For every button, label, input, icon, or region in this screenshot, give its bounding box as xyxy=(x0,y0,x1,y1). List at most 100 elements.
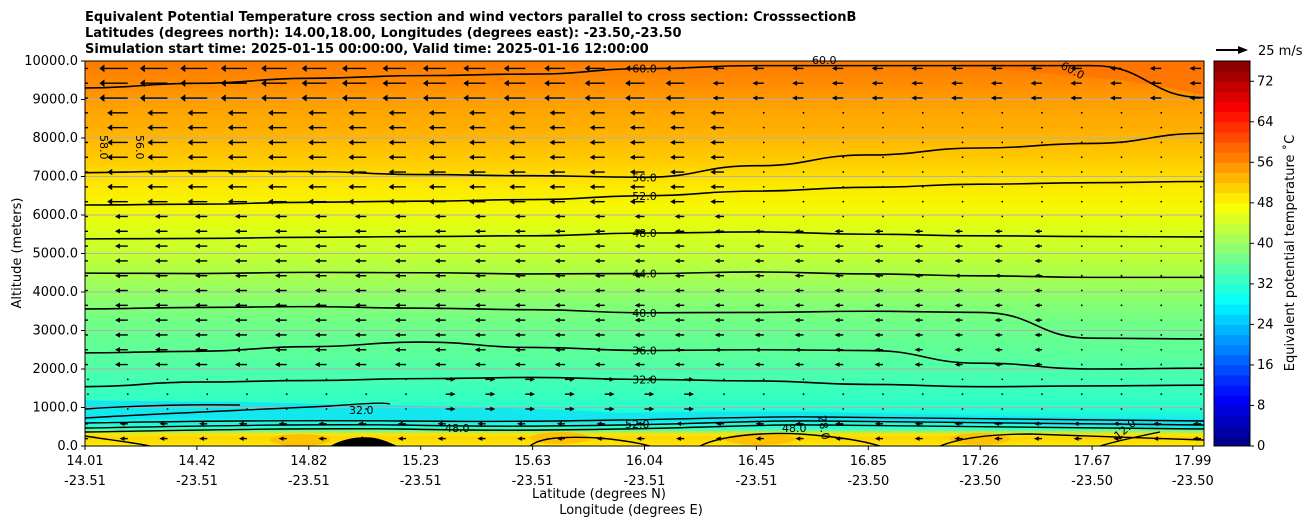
wind-vector-head xyxy=(636,436,642,441)
wind-vector xyxy=(1070,80,1082,86)
wind-vector-head xyxy=(874,303,880,308)
wind-vector xyxy=(1200,289,1202,292)
wind-vector-dot xyxy=(882,378,884,381)
wind-vector xyxy=(670,139,685,146)
wind-vector xyxy=(301,94,327,102)
wind-vector-dot xyxy=(882,141,884,144)
wind-vector xyxy=(1120,274,1123,277)
wind-vector xyxy=(394,362,406,368)
colorbar-frame xyxy=(1213,60,1251,447)
wind-vector-head xyxy=(914,229,920,234)
wind-vector-head xyxy=(394,332,400,338)
wind-vector xyxy=(834,273,844,279)
wind-vector xyxy=(584,80,605,87)
colorbar-segment xyxy=(1214,253,1250,265)
wind-vector-head xyxy=(382,94,388,102)
wind-vector-head xyxy=(354,347,360,353)
wind-vector-head xyxy=(509,154,515,161)
wind-vector xyxy=(514,332,526,338)
wind-vector xyxy=(159,421,168,427)
wind-vector-dot xyxy=(1001,215,1004,218)
wind-vector xyxy=(625,94,645,102)
wind-vector-head xyxy=(469,154,475,161)
wind-vector xyxy=(914,258,923,264)
wind-vector-dot xyxy=(1160,334,1163,336)
wind-vector xyxy=(834,288,844,293)
wind-vector-head xyxy=(261,64,267,73)
wind-vector xyxy=(1001,215,1004,218)
wind-vector xyxy=(365,408,368,410)
wind-vector xyxy=(834,258,844,264)
wind-vector-head xyxy=(67,198,72,205)
wind-vector xyxy=(227,109,247,116)
colorbar-segment xyxy=(1214,172,1250,184)
wind-vector xyxy=(514,228,526,234)
wind-vector-head xyxy=(754,362,760,367)
wind-vector xyxy=(1034,229,1042,234)
wind-vector-head xyxy=(474,273,480,279)
wind-vector-head xyxy=(268,183,274,190)
wind-vector xyxy=(834,243,844,249)
wind-vector-dot xyxy=(126,378,129,381)
wind-vector-dot xyxy=(1200,304,1202,307)
wind-vector-head xyxy=(450,391,456,397)
wind-vector xyxy=(636,436,645,441)
wind-vector xyxy=(194,287,208,294)
wind-vector xyxy=(234,287,247,294)
wind-vector xyxy=(1160,171,1163,173)
wind-vector xyxy=(882,141,884,144)
wind-vector xyxy=(509,139,526,146)
wind-vector xyxy=(234,317,247,323)
wind-vector xyxy=(1030,95,1042,101)
colorbar-segment xyxy=(1214,375,1250,386)
wind-vector-head xyxy=(514,288,520,293)
wind-vector xyxy=(445,406,456,412)
wind-vector-head xyxy=(114,302,120,308)
wind-vector xyxy=(882,171,884,173)
wind-vector-head xyxy=(261,94,267,102)
wind-vector-head xyxy=(154,258,160,264)
wind-vector xyxy=(428,169,446,176)
contour-label-40: 40.0 xyxy=(632,307,657,320)
wind-vector xyxy=(802,185,805,188)
wind-vector-head xyxy=(990,65,996,71)
wind-vector xyxy=(1041,408,1043,410)
wind-vector xyxy=(514,347,526,353)
wind-vector-head xyxy=(1070,95,1076,101)
wind-vector xyxy=(85,363,88,366)
wind-vector xyxy=(1160,230,1163,233)
wind-vector xyxy=(1030,80,1042,86)
wind-vector-head xyxy=(1034,288,1040,293)
wind-vector xyxy=(994,243,1003,249)
wind-vector-dot xyxy=(961,111,964,114)
colorbar-segment xyxy=(1214,294,1250,305)
wind-vector-head xyxy=(594,243,600,249)
contour-label-36: 36.0 xyxy=(632,345,657,358)
wind-vector-head xyxy=(594,228,600,234)
wind-vector xyxy=(474,228,486,234)
wind-vector xyxy=(187,124,208,131)
wind-vector-head xyxy=(634,302,640,308)
wind-vector-head xyxy=(434,228,440,234)
wind-vector xyxy=(754,288,764,293)
wind-vector xyxy=(85,289,88,292)
wind-vector-dot xyxy=(762,215,765,218)
colorbar-segment xyxy=(1214,334,1250,346)
wind-vector-dot xyxy=(1200,260,1202,262)
wind-vector-head xyxy=(754,317,760,323)
wind-vector-head xyxy=(503,94,509,102)
wind-vector xyxy=(180,64,208,73)
wind-vector-head xyxy=(388,183,394,190)
x-tick-label-lon: -23.51 xyxy=(176,474,218,489)
wind-vector-dot xyxy=(285,378,288,381)
colorbar-segment xyxy=(1214,192,1250,204)
wind-vector xyxy=(354,347,367,353)
wind-vector-head xyxy=(634,243,640,249)
wind-vector xyxy=(274,213,287,220)
wind-vector xyxy=(629,139,645,146)
wind-vector-head xyxy=(530,406,536,412)
wind-vector xyxy=(755,436,764,441)
wind-vector-head xyxy=(670,184,676,190)
wind-vector-dot xyxy=(802,156,805,159)
wind-vector-head xyxy=(994,303,1000,308)
